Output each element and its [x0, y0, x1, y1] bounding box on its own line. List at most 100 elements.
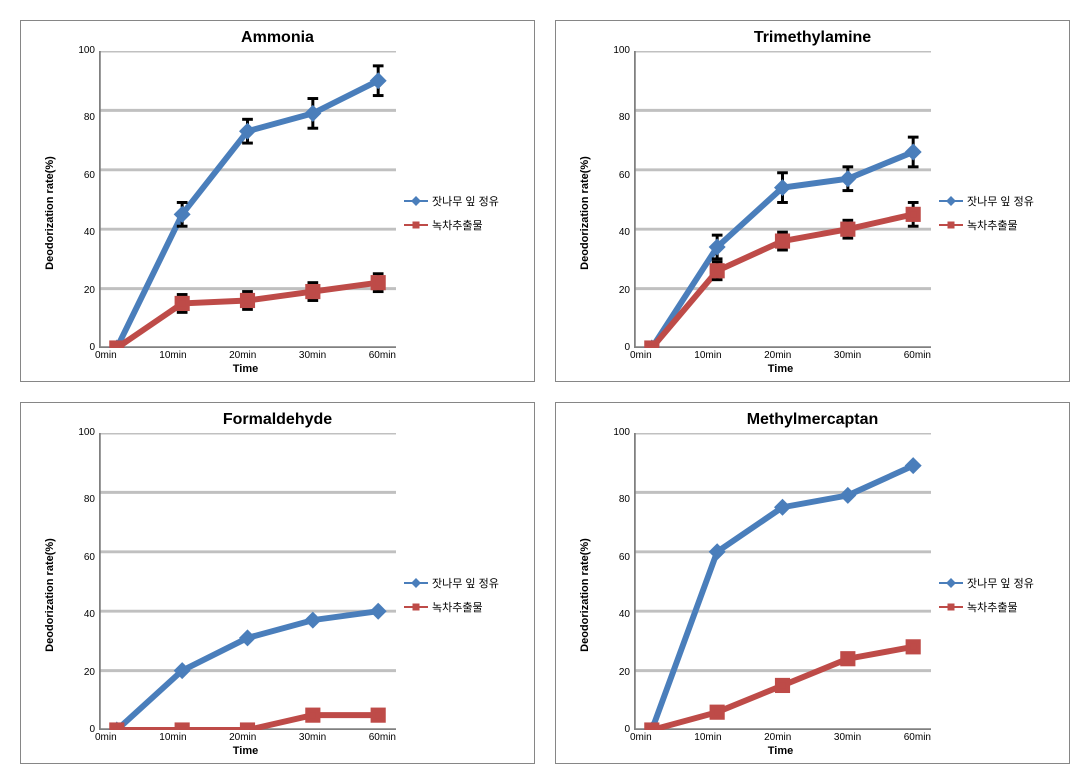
square-marker-icon: [413, 222, 420, 229]
legend-label: 녹차추출물: [967, 599, 1018, 615]
y-tick: 40: [84, 228, 95, 238]
x-tick: 30min: [834, 350, 861, 361]
y-tick: 40: [619, 228, 630, 238]
x-tick: 0min: [95, 350, 117, 361]
y-axis-zone: Deodorization rate(%): [566, 433, 604, 757]
chart-svg: [99, 433, 396, 730]
x-ticks: 0min10min20min30min60min: [95, 350, 396, 361]
chart-svg: [634, 51, 931, 348]
y-axis-label: Deodorization rate(%): [44, 538, 56, 652]
y-tick: 20: [84, 668, 95, 678]
x-axis-label: Time: [630, 745, 931, 757]
chart-body: Deodorization rate(%)1008060402000min10m…: [566, 51, 1059, 375]
diamond-marker-icon: [946, 196, 956, 206]
chart-grid: Ammonia Deodorization rate(%) 100 80 60 40 20 0…: [20, 20, 1070, 630]
legend: 잣나무 잎 정유녹차추출물: [396, 433, 524, 757]
x-tick: 60min: [904, 350, 931, 361]
y-tick: 20: [619, 668, 630, 678]
y-tick: 100: [613, 46, 630, 56]
chart-title: Ammonia: [241, 29, 314, 47]
legend-item: 잣나무 잎 정유: [939, 193, 1059, 209]
x-tick: 30min: [834, 732, 861, 743]
legend: 잣나무 잎 정유녹차추출물: [931, 433, 1059, 757]
y-axis-label: Deodorization rate(%): [579, 538, 591, 652]
y-tick: 80: [84, 113, 95, 123]
x-ticks: 0min10min20min30min60min: [95, 732, 396, 743]
x-tick: 0min: [630, 732, 652, 743]
x-axis-label: Time: [95, 363, 396, 375]
y-axis-label: Deodorization rate(%): [579, 156, 591, 270]
y-axis-zone: Deodorization rate(%): [31, 433, 69, 757]
y-tick: 20: [84, 286, 95, 296]
diamond-marker-icon: [946, 578, 956, 588]
y-tick: 40: [619, 610, 630, 620]
x-tick: 30min: [299, 732, 326, 743]
y-tick: 0: [624, 725, 630, 735]
x-ticks: 0min10min20min30min60min: [630, 350, 931, 361]
y-tick: 100: [78, 46, 95, 56]
y-tick: 80: [619, 113, 630, 123]
plot-row: 100806040200: [69, 51, 396, 348]
chart-svg: [99, 51, 396, 348]
chart-body: Deodorization rate(%)1008060402000min10m…: [31, 51, 524, 375]
plot-area: [99, 433, 396, 730]
x-tick: 60min: [369, 350, 396, 361]
legend-swatch: [404, 220, 428, 230]
x-tick: 10min: [159, 732, 186, 743]
legend-item: 녹차추출물: [939, 217, 1059, 233]
x-tick: 0min: [95, 732, 117, 743]
chart-panel: AmmoniaDeodorization rate(%)100806040200…: [20, 20, 535, 382]
plot-area: [634, 51, 931, 348]
plot-row: 100806040200: [604, 51, 931, 348]
legend-label: 잣나무 잎 정유: [432, 575, 499, 591]
plot-zone: 1008060402000min10min20min30min60minTime: [69, 433, 396, 757]
legend-item: 잣나무 잎 정유: [404, 575, 524, 591]
plot-zone: 1008060402000min10min20min30min60minTime: [604, 433, 931, 757]
x-tick: 60min: [369, 732, 396, 743]
y-axis-zone: Deodorization rate(%): [566, 51, 604, 375]
diamond-marker-icon: [411, 578, 421, 588]
y-tick: 0: [624, 343, 630, 353]
legend-swatch: [404, 602, 428, 612]
chart-title: Trimethylamine: [754, 29, 871, 47]
y-ticks: 100806040200: [604, 433, 634, 730]
plot-zone: 1008060402000min10min20min30min60minTime: [69, 51, 396, 375]
legend: 잣나무 잎 정유녹차추출물: [931, 51, 1059, 375]
legend: 잣나무 잎 정유녹차추출물: [396, 51, 524, 375]
chart-panel: Trimethylamine Deodorization rate(%) 100 80…: [555, 20, 1070, 382]
legend-label: 녹차추출물: [967, 217, 1018, 233]
square-marker-icon: [948, 604, 955, 611]
y-tick: 60: [619, 553, 630, 563]
diamond-marker-icon: [411, 196, 421, 206]
chart-body: Deodorization rate(%)1008060402000min10m…: [566, 433, 1059, 757]
y-axis-zone: Deodorization rate(%): [31, 51, 69, 375]
chart-panel: MethylmercaptanDeodorization rate(%)1008…: [555, 402, 1070, 764]
plot-area: [99, 51, 396, 348]
chart-title: Formaldehyde: [223, 411, 332, 429]
y-tick: 60: [84, 553, 95, 563]
plot-row: 100806040200: [604, 433, 931, 730]
y-ticks: 100806040200: [69, 433, 99, 730]
x-axis-label: Time: [630, 363, 931, 375]
y-tick: 0: [89, 725, 95, 735]
legend-swatch: [404, 196, 428, 206]
x-tick: 60min: [904, 732, 931, 743]
legend-label: 녹차추출물: [432, 599, 483, 615]
chart-title: Methylmercaptan: [747, 411, 879, 429]
y-tick: 60: [619, 171, 630, 181]
y-ticks: 100806040200: [604, 51, 634, 348]
legend-swatch: [939, 196, 963, 206]
plot-row: 100806040200: [69, 433, 396, 730]
square-marker-icon: [413, 604, 420, 611]
y-tick: 100: [78, 428, 95, 438]
legend-item: 녹차추출물: [404, 217, 524, 233]
plot-zone: 1008060402000min10min20min30min60minTime: [604, 51, 931, 375]
chart-body: Deodorization rate(%)1008060402000min10m…: [31, 433, 524, 757]
y-tick: 0: [89, 343, 95, 353]
legend-swatch: [939, 220, 963, 230]
y-tick: 80: [84, 495, 95, 505]
plot-area: [634, 433, 931, 730]
legend-label: 잣나무 잎 정유: [432, 193, 499, 209]
y-ticks: 100806040200: [69, 51, 99, 348]
x-tick: 20min: [229, 350, 256, 361]
